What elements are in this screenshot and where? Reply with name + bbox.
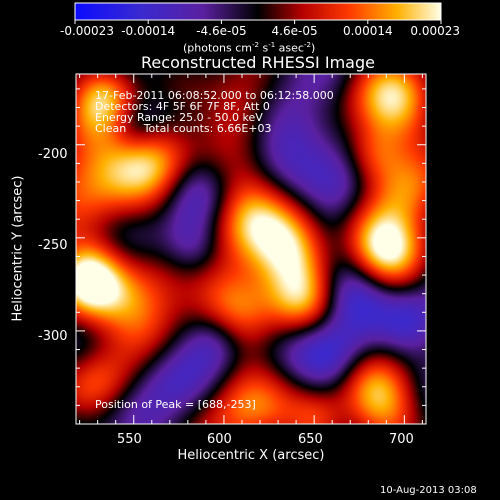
colorbar-tick-label: -0.00023 (60, 24, 114, 38)
colorbar-tick-label: 0.00014 (342, 24, 393, 38)
colorbar-tick-label: -0.00014 (121, 24, 176, 38)
y-axis-label: Heliocentric Y (arcsec) (10, 175, 26, 322)
annotation-energy-range: Energy Range: 25.0 - 50.0 keV (95, 111, 263, 124)
y-tick-label: -250 (38, 238, 68, 253)
x-tick-label: 700 (389, 432, 414, 447)
colorbar-unit-label: (photons cm-2 s-1 asec-2) (183, 41, 316, 55)
colorbar-tick-label: 4.6e-05 (271, 24, 318, 38)
colorbar-tick-label: 0.00023 (410, 24, 460, 38)
plot-frame (75, 73, 427, 425)
colorbar-tick-label: -4.6e-05 (196, 24, 247, 38)
annotation-detectors: Detectors: 4F 5F 6F 7F 8F, Att 0 (95, 100, 270, 113)
annotation-counts: Clean Total counts: 6.66E+03 (95, 122, 272, 135)
colorbar-svg (74, 2, 442, 24)
colorbar-ticks (74, 20, 442, 24)
y-tick-label: -300 (38, 329, 68, 344)
footer-timestamp: 10-Aug-2013 03:08 (380, 485, 477, 496)
x-tick-label: 550 (117, 432, 142, 447)
x-tick-label: 650 (298, 432, 323, 447)
peak-position-label: Position of Peak = [688,-253] (95, 398, 256, 411)
colorbar (74, 2, 442, 21)
colorbar-tick-labels: -0.00023 -0.00014 -4.6e-05 4.6e-05 0.00014 0.… (60, 25, 460, 39)
heatmap-image (76, 74, 426, 424)
annotation-block: 17-Feb-2011 06:08:52.000 to 06:12:58.000… (95, 90, 334, 134)
annotation-time-range: 17-Feb-2011 06:08:52.000 to 06:12:58.000 (95, 89, 334, 102)
chart-title: Reconstructed RHESSI Image (141, 53, 375, 72)
x-tick-label: 600 (207, 432, 232, 447)
x-axis-label: Heliocentric X (arcsec) (177, 448, 325, 463)
y-tick-label: -200 (38, 147, 68, 162)
